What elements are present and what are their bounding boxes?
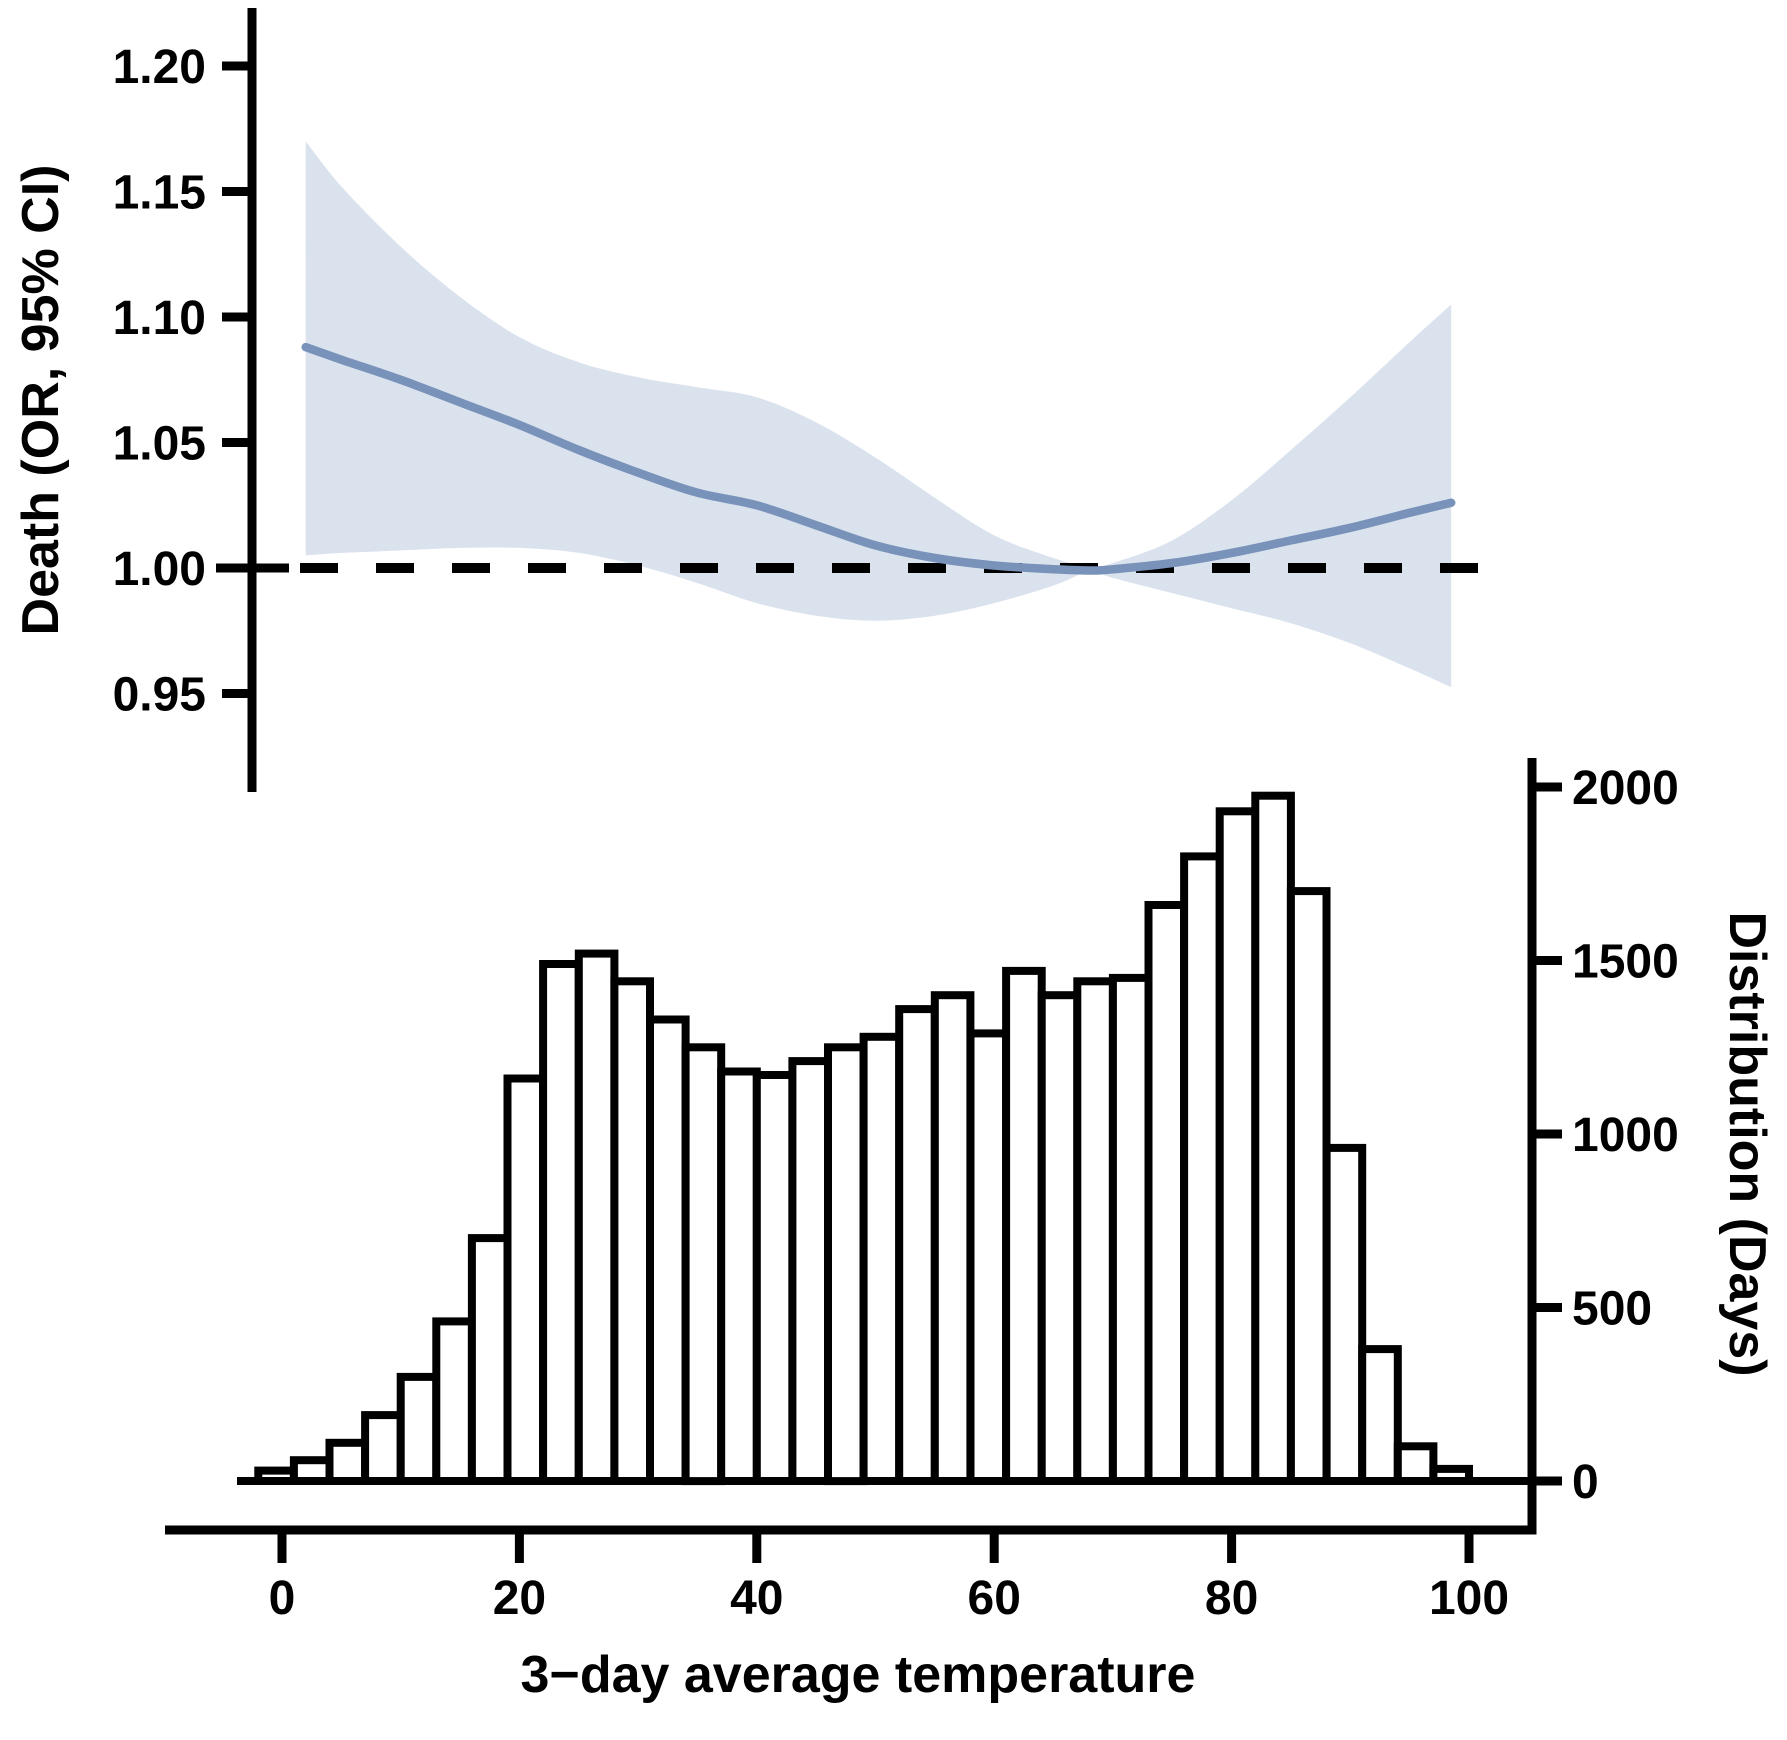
histogram-bar — [574, 949, 619, 1485]
right-axis-tick-label: 1000 — [1572, 1109, 1679, 1162]
histogram-bar — [859, 1032, 904, 1486]
histogram-bar — [1108, 973, 1153, 1486]
histogram-bar — [1144, 901, 1189, 1485]
histogram-bar — [824, 1043, 868, 1486]
x-axis: 0 20 40 60 80 100 — [165, 1525, 1537, 1625]
histogram-bar — [646, 1015, 690, 1485]
histogram-bar — [432, 1317, 476, 1486]
histogram-bar — [895, 1005, 939, 1485]
left-axis-tick-label: 1.15 — [113, 167, 206, 220]
histogram-bar — [396, 1372, 441, 1486]
histogram-bar — [1286, 887, 1331, 1485]
ci-band — [305, 141, 1452, 688]
right-axis-tick-label: 0 — [1572, 1456, 1599, 1509]
histogram-bar — [1073, 977, 1117, 1485]
or-spline-curve — [301, 342, 1456, 575]
histogram-bar — [1393, 1442, 1438, 1486]
histogram-bar — [1358, 1345, 1402, 1485]
right-axis-tick-label: 2000 — [1572, 762, 1679, 815]
histogram-bar — [1002, 966, 1046, 1486]
histogram-bar — [1429, 1464, 1474, 1486]
histogram-bar — [1322, 1143, 1367, 1486]
histogram-bar — [788, 1057, 833, 1485]
histogram-bar — [467, 1234, 512, 1485]
x-axis-tick-label: 60 — [968, 1572, 1021, 1625]
x-axis-title: 3−day average temperature — [521, 1646, 1196, 1704]
left-axis-tick-label: 0.95 — [113, 669, 206, 722]
histogram-bar — [1180, 852, 1224, 1485]
histogram-bar — [289, 1456, 334, 1485]
right-axis-title: Distribution (Days) — [1718, 911, 1776, 1376]
histogram-bar — [966, 1029, 1011, 1486]
right-axis: 2000 1500 1000 500 0 — [1527, 758, 1679, 1535]
x-axis-tick-label: 100 — [1429, 1572, 1509, 1625]
histogram-bar — [681, 1043, 726, 1486]
histogram-bar — [539, 960, 583, 1485]
histogram-bar — [503, 1074, 548, 1485]
histogram-layer — [237, 791, 1534, 1486]
left-axis-tick-label: 1.00 — [113, 543, 206, 596]
or-curve-layer — [301, 342, 1456, 575]
x-axis-tick-label: 80 — [1205, 1572, 1258, 1625]
x-axis-tick-label: 0 — [269, 1572, 296, 1625]
right-axis-tick-label: 1500 — [1572, 936, 1679, 989]
x-axis-tick-label: 20 — [493, 1572, 546, 1625]
histogram-bar — [361, 1411, 405, 1485]
left-axis-tick-label: 1.20 — [113, 41, 206, 94]
histogram-bar — [1215, 807, 1260, 1485]
ci-band-layer — [305, 141, 1452, 688]
left-axis-title: Death (OR, 95% CI) — [12, 165, 70, 636]
histogram-bar — [1037, 991, 1082, 1485]
histogram-bar — [930, 991, 975, 1485]
left-axis-tick-label: 1.05 — [113, 418, 206, 471]
left-axis: 1.20 1.15 1.10 1.05 1.00 0.95 — [113, 8, 289, 792]
histogram-bar — [752, 1071, 797, 1485]
x-axis-tick-label: 40 — [730, 1572, 783, 1625]
histogram-bar — [717, 1067, 761, 1485]
histogram-bar — [610, 977, 655, 1485]
histogram-bar — [1251, 791, 1295, 1485]
histogram-bar — [254, 1466, 298, 1485]
left-axis-tick-label: 1.10 — [113, 292, 206, 345]
histogram-bar — [325, 1438, 370, 1486]
right-axis-tick-label: 500 — [1572, 1283, 1652, 1336]
